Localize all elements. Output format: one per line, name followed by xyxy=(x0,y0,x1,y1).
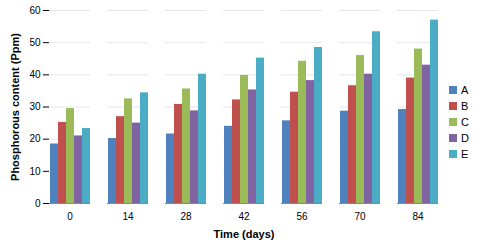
svg-text:14: 14 xyxy=(122,211,134,222)
svg-text:Time (days): Time (days) xyxy=(214,228,275,240)
svg-text:50: 50 xyxy=(29,37,41,48)
svg-text:56: 56 xyxy=(296,211,308,222)
svg-text:Phosphorous content (Ppm): Phosphorous content (Ppm) xyxy=(9,33,21,181)
html-text:C: C xyxy=(461,115,469,128)
svg-text:42: 42 xyxy=(238,211,250,222)
html-text:A: A xyxy=(461,83,469,96)
svg-text:84: 84 xyxy=(412,211,424,222)
svg-text:60: 60 xyxy=(29,5,41,16)
svg-text:40: 40 xyxy=(29,69,41,80)
html-text:D: D xyxy=(461,131,469,144)
html-text:B: B xyxy=(461,99,469,112)
svg-text:0: 0 xyxy=(67,211,73,222)
svg-text:20: 20 xyxy=(29,133,41,144)
svg-text:30: 30 xyxy=(29,101,41,112)
svg-text:28: 28 xyxy=(180,211,192,222)
svg-text:70: 70 xyxy=(354,211,366,222)
html-text:E: E xyxy=(461,147,469,160)
svg-text:10: 10 xyxy=(29,166,41,177)
svg-text:0: 0 xyxy=(35,198,41,209)
